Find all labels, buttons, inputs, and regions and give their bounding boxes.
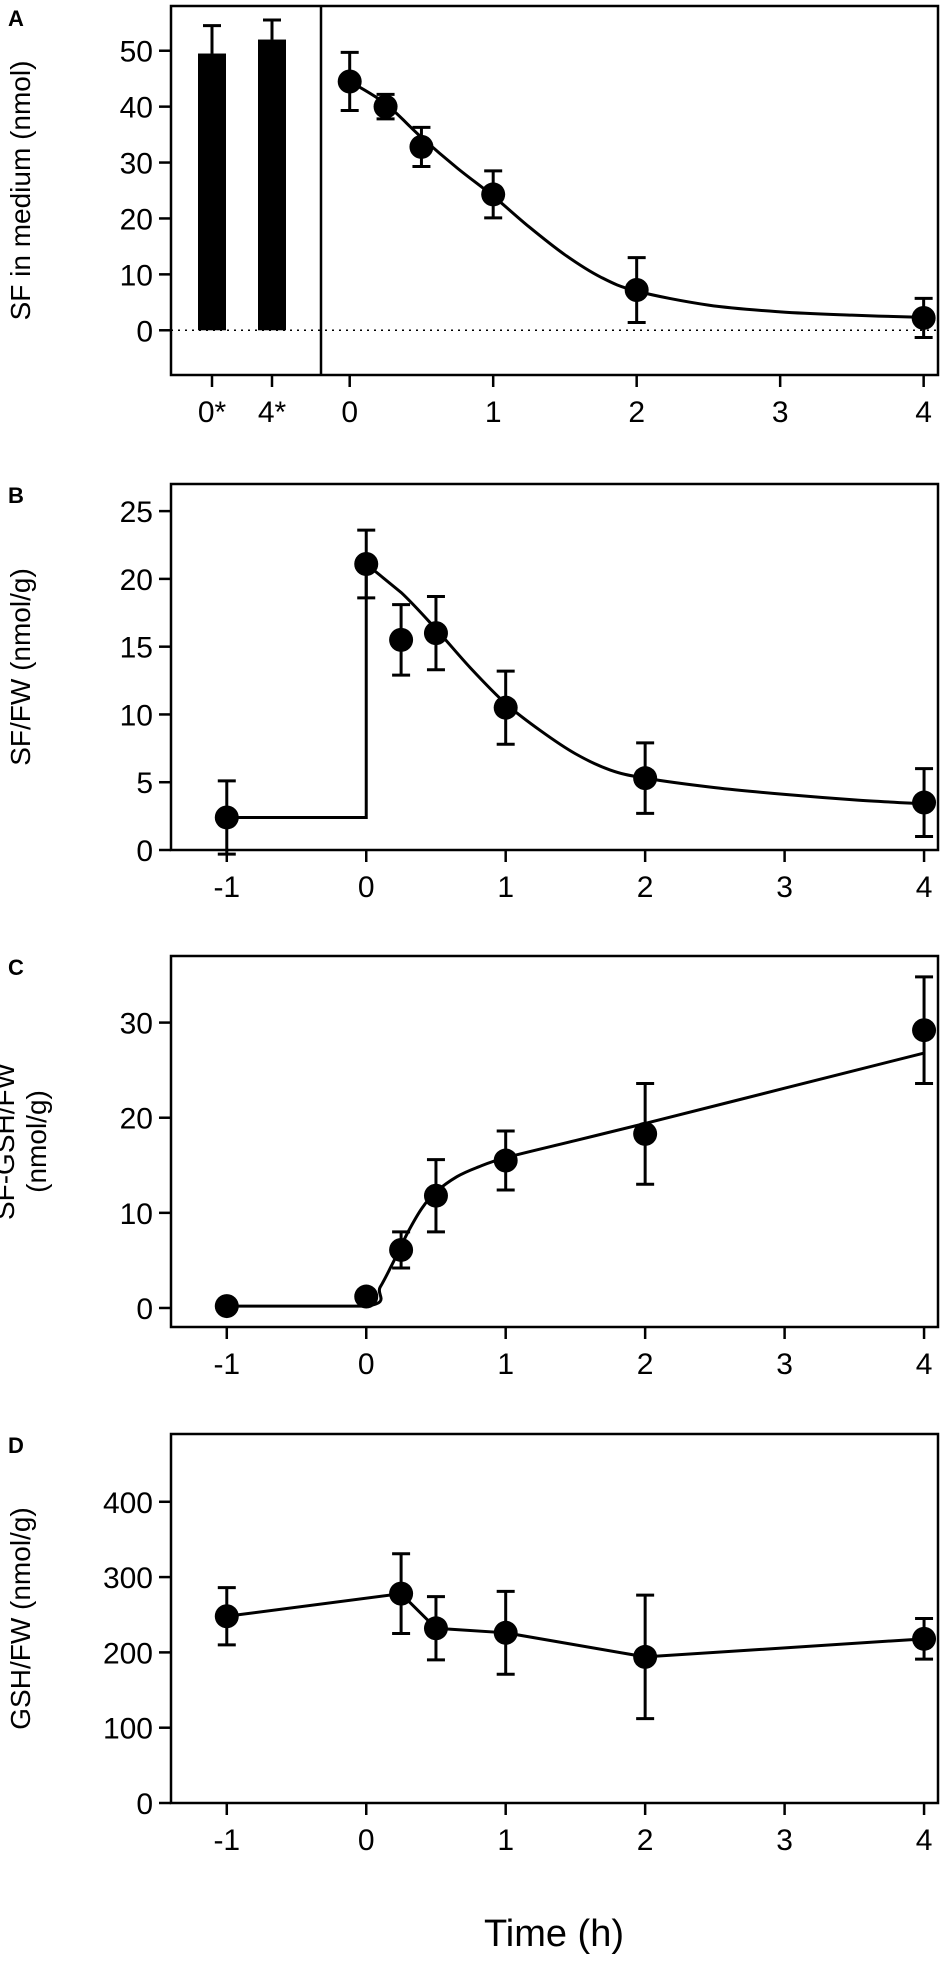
data-point: [214, 1294, 239, 1319]
x-tick-label: -1: [213, 871, 240, 904]
data-point: [423, 621, 448, 646]
y-tick-label: 30: [120, 148, 153, 181]
data-point: [354, 551, 379, 576]
bar-1: [198, 53, 226, 331]
x-tick-label: 4: [916, 1348, 933, 1381]
data-point: [354, 1284, 379, 1309]
y-tick-label: 25: [120, 496, 153, 529]
y-axis-label: (nmol/g): [21, 1090, 52, 1193]
y-tick-label: 20: [120, 1103, 153, 1136]
data-point: [423, 1183, 448, 1208]
y-tick-label: 10: [120, 259, 153, 292]
y-tick-label: 10: [120, 699, 153, 732]
y-tick-label: 40: [120, 92, 153, 125]
x-tick-label: 4: [915, 396, 932, 429]
data-point: [214, 805, 239, 830]
bar-2: [258, 39, 286, 331]
data-point: [633, 1121, 658, 1146]
x-tick-label: 0: [358, 871, 375, 904]
x-tick-label: -1: [213, 1348, 240, 1381]
data-point: [389, 627, 414, 652]
data-point: [493, 1620, 518, 1645]
bar-category-label: 4*: [258, 396, 287, 429]
x-tick-label: 4: [916, 871, 933, 904]
data-point: [633, 1644, 658, 1669]
fitted-curve: [226, 1051, 925, 1308]
x-axis-label: Time (h): [484, 1913, 624, 1955]
data-point: [493, 695, 518, 720]
x-tick-label: 2: [637, 1348, 654, 1381]
y-tick-label: 400: [103, 1487, 153, 1520]
data-point: [633, 766, 658, 791]
x-tick-label: 2: [637, 1824, 654, 1857]
y-tick-label: 200: [103, 1637, 153, 1670]
y-tick-label: 15: [120, 632, 153, 665]
x-tick-label: 3: [776, 871, 793, 904]
y-tick-label: 0: [136, 1788, 153, 1821]
y-tick-label: 5: [136, 767, 153, 800]
panel-letter: B: [8, 483, 24, 508]
x-tick-label: 4: [916, 1824, 933, 1857]
plot-frame-c: [169, 954, 940, 1329]
bar-category-label: 0*: [198, 396, 227, 429]
data-point: [911, 305, 936, 330]
y-axis-label: GSH/FW (nmol/g): [5, 1507, 36, 1729]
data-point: [423, 1616, 448, 1641]
panel-letter: A: [8, 6, 24, 31]
fitted-curve: [226, 1592, 925, 1659]
y-tick-label: 0: [136, 315, 153, 348]
x-tick-label: 3: [776, 1824, 793, 1857]
data-point: [912, 1626, 937, 1651]
x-tick-label: 0: [358, 1348, 375, 1381]
data-point: [493, 1148, 518, 1173]
fitted-curve: [226, 560, 925, 819]
y-tick-label: 100: [103, 1713, 153, 1746]
data-point: [337, 69, 362, 94]
y-tick-label: 30: [120, 1008, 153, 1041]
x-tick-label: 2: [637, 871, 654, 904]
y-tick-label: 20: [120, 564, 153, 597]
y-tick-label: 300: [103, 1562, 153, 1595]
panel-letter: D: [8, 1433, 24, 1458]
panel-letter: C: [8, 955, 24, 980]
x-tick-label: 3: [772, 396, 789, 429]
y-tick-label: 0: [136, 835, 153, 868]
y-tick-label: 50: [120, 36, 153, 69]
plot-frame-a: [169, 4, 940, 377]
y-tick-label: 10: [120, 1198, 153, 1231]
x-tick-label: 2: [628, 396, 645, 429]
x-tick-label: 1: [497, 1824, 514, 1857]
data-point: [481, 182, 506, 207]
data-point: [373, 94, 398, 119]
x-tick-label: 0: [358, 1824, 375, 1857]
y-axis-label: SF in medium (nmol): [5, 61, 36, 321]
data-point: [214, 1604, 239, 1629]
x-tick-label: 1: [485, 396, 502, 429]
plot-frame-b: [169, 482, 940, 852]
data-point: [912, 1018, 937, 1043]
y-tick-label: 20: [120, 203, 153, 236]
data-point: [389, 1581, 414, 1606]
x-tick-label: 3: [776, 1348, 793, 1381]
x-tick-label: -1: [213, 1824, 240, 1857]
data-point: [409, 134, 434, 159]
x-tick-label: 1: [497, 1348, 514, 1381]
data-point: [912, 790, 937, 815]
x-tick-label: 1: [497, 871, 514, 904]
x-tick-label: 0: [341, 396, 358, 429]
data-point: [624, 278, 649, 303]
y-axis-label: SF/FW (nmol/g): [5, 568, 36, 766]
plot-frame-d: [169, 1432, 940, 1805]
data-point: [389, 1237, 414, 1262]
y-tick-label: 0: [136, 1293, 153, 1326]
y-axis-label: SF-GSH/FW: [0, 1062, 20, 1220]
